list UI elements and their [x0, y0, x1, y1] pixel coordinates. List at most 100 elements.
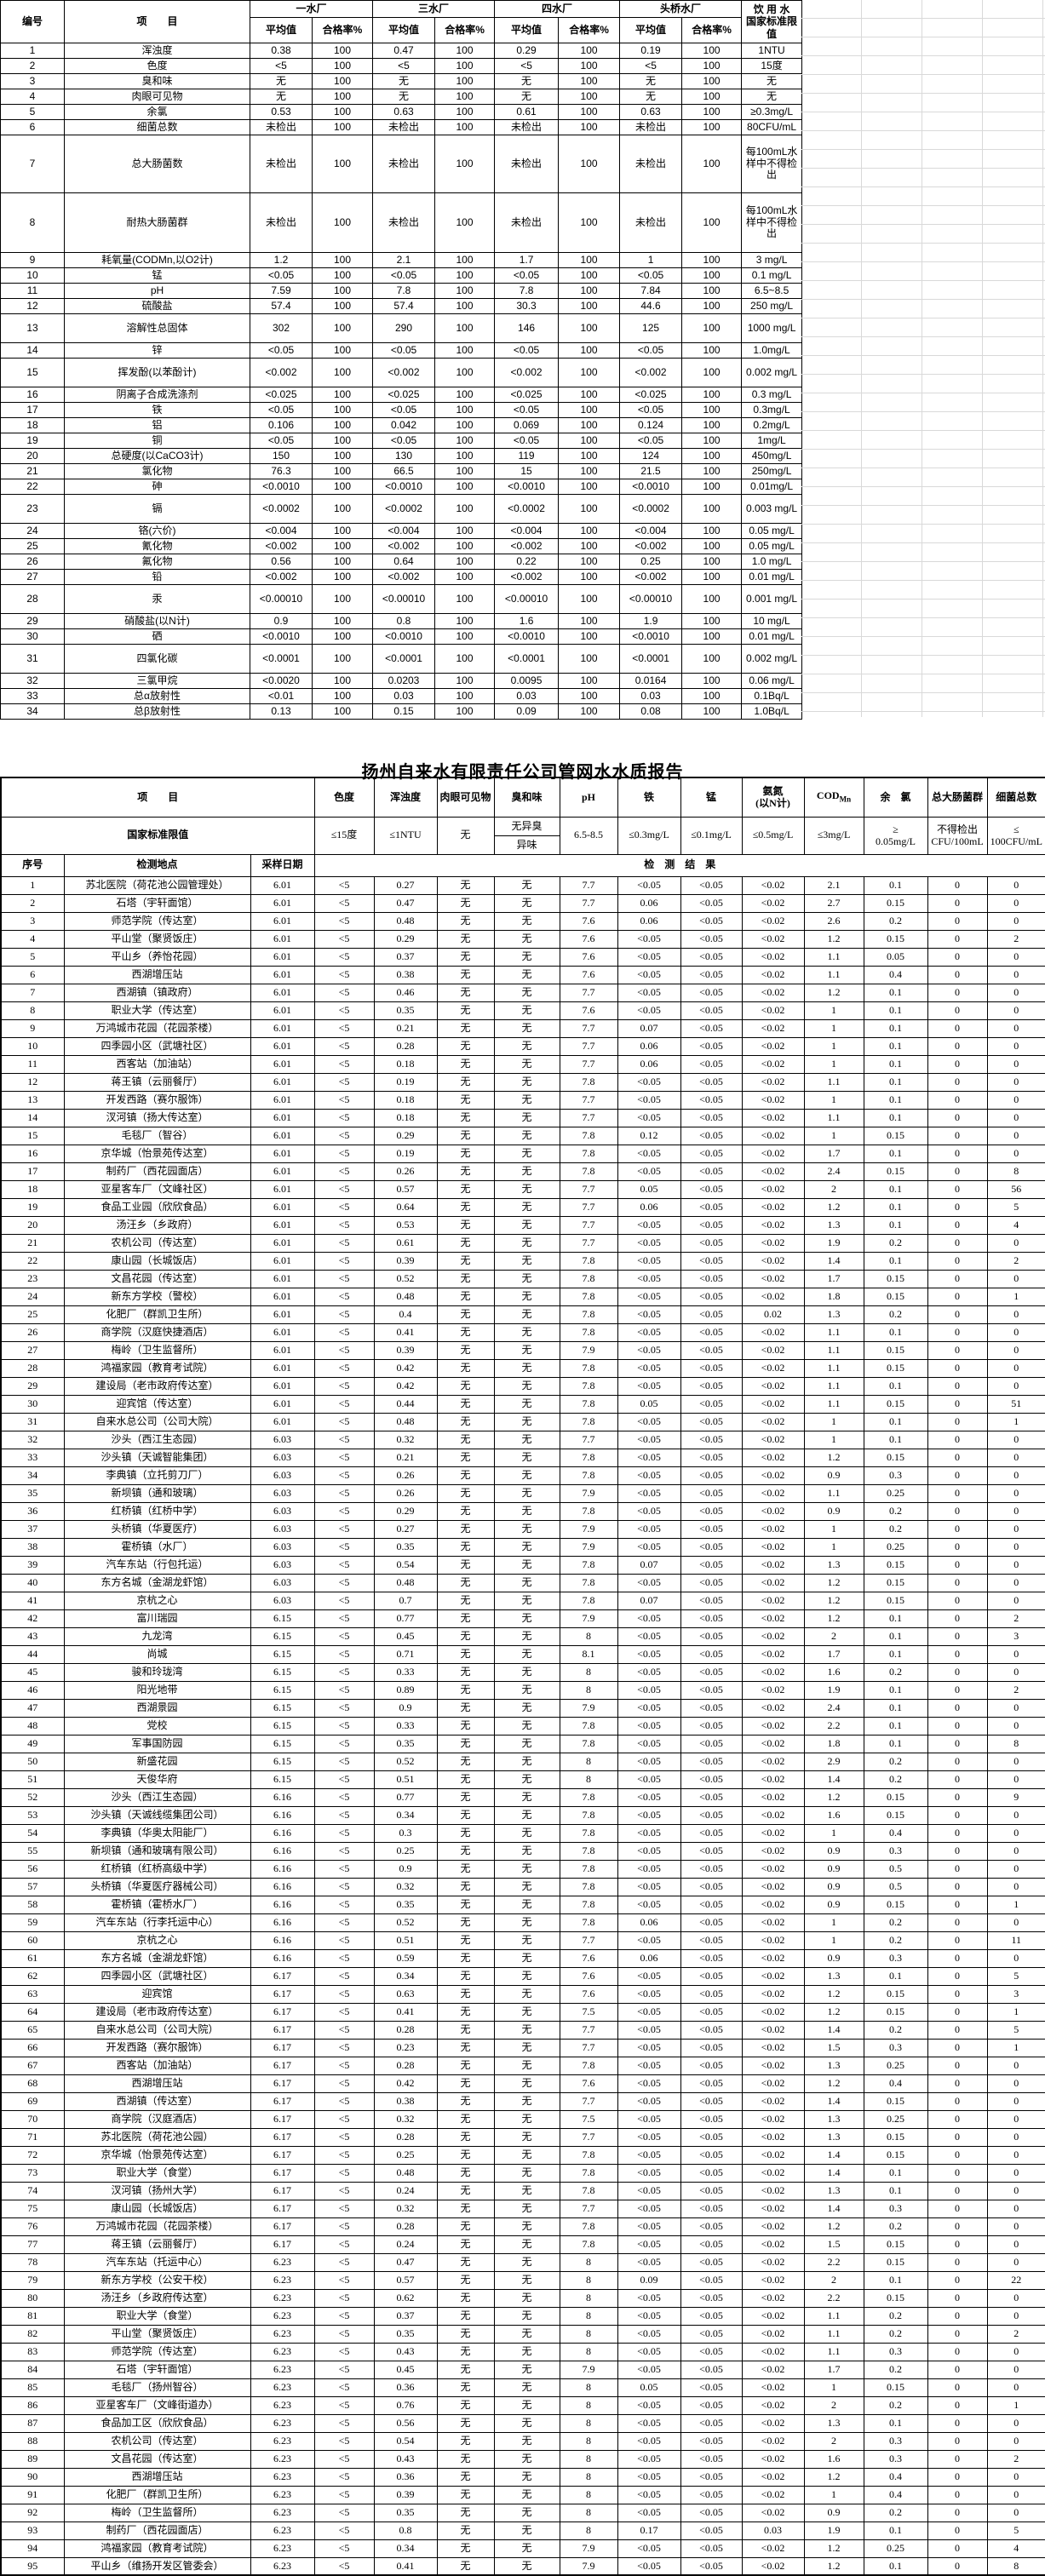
cell: 6.15 — [250, 1644, 315, 1664]
cell: 100 — [558, 538, 621, 554]
cell: 0.15 — [863, 2288, 928, 2308]
cell: 无 — [436, 1752, 495, 1771]
cell: 0.38 — [373, 965, 438, 984]
cell: 125 — [619, 313, 683, 343]
cell: 蒋王镇（云丽餐厅） — [63, 1072, 251, 1092]
cell: 无 — [436, 2288, 495, 2308]
cell: 0.39 — [373, 1340, 438, 1360]
cell: 6.01 — [250, 1072, 315, 1092]
col-header-avg: 平均值 — [250, 17, 313, 43]
cell: <0.0010 — [619, 628, 683, 645]
cell: 6.01 — [250, 947, 315, 967]
cell: 无 — [493, 2449, 560, 2469]
cell: <0.05 — [617, 1823, 681, 1843]
cell: 0 — [927, 1144, 988, 1163]
cell: 88 — [0, 2431, 65, 2451]
cell: 0.1 — [863, 1001, 928, 1020]
cell: <0.02 — [741, 875, 805, 895]
cell: <0.05 — [680, 1680, 743, 1700]
cell: 100 — [434, 119, 496, 135]
cell: 0.3 — [863, 2199, 928, 2218]
cell: 0.24 — [373, 2235, 438, 2254]
cell: 0.05 — [617, 1394, 681, 1414]
cell: 8 — [559, 2252, 618, 2272]
cell: 8 — [559, 1662, 618, 1682]
cell: 0 — [927, 1823, 988, 1843]
cell: 44 — [0, 1644, 65, 1664]
cell: <0.02 — [741, 1501, 805, 1521]
cell: 无 — [493, 1162, 560, 1181]
cell: 6.17 — [250, 2109, 315, 2129]
cell: 0 — [927, 1841, 988, 1861]
cell: 17 — [0, 1162, 65, 1181]
cell: 无 — [436, 1948, 495, 1968]
cell: <5 — [313, 1895, 375, 1914]
cell: <5 — [313, 2127, 375, 2147]
cell: 0 — [986, 1108, 1045, 1127]
cell: 0.71 — [373, 1644, 438, 1664]
cell: 0.47 — [373, 2252, 438, 2272]
cell: 1000 mg/L — [741, 313, 803, 343]
cell: 0 — [986, 1644, 1045, 1664]
cell: <0.05 — [680, 2324, 743, 2344]
cell: 150 — [250, 448, 313, 464]
cell: 0 — [927, 1537, 988, 1557]
cell: <0.05 — [680, 1662, 743, 1682]
cell: 0 — [927, 2485, 988, 2504]
cell: 30 — [0, 1394, 65, 1414]
cell: 290 — [372, 313, 436, 343]
cell: 无 — [493, 1519, 560, 1539]
cell: 0.26 — [373, 1466, 438, 1485]
net-header-odor: 臭和味 — [493, 777, 560, 818]
cell: 无 — [436, 1537, 495, 1557]
cell: 开发西路（赛尔服饰） — [63, 2038, 251, 2057]
table-row: 79 新东方学校（公安干校） 6.23 <5 0.57 无无 8 0.09 <0.05 <0.02… — [0, 2270, 1045, 2290]
cell: 6.15 — [250, 1680, 315, 1700]
cell: 1.1 — [803, 1483, 864, 1503]
cell: 亚星客车厂（文峰社区） — [63, 1179, 251, 1199]
cell: 100 — [558, 584, 621, 614]
cell: 0 — [927, 2038, 988, 2057]
cell: 未检出 — [619, 135, 683, 193]
cell: 7.8 — [494, 283, 560, 299]
cell: 万鸿城市花园（花园茶楼） — [63, 2217, 251, 2236]
cell: 0.32 — [373, 2109, 438, 2129]
cell: <5 — [313, 1501, 375, 1521]
cell: 无 — [436, 1859, 495, 1879]
cell: 100 — [558, 417, 621, 433]
cell: 康山园（长城饭店） — [63, 1251, 251, 1271]
cell: <5 — [250, 58, 313, 74]
cell: 0.61 — [373, 1233, 438, 1253]
cell: 无 — [493, 1752, 560, 1771]
cell: 3 — [986, 1626, 1045, 1646]
cell: 0.0203 — [372, 673, 436, 689]
cell: 蒋王镇（云丽餐厅） — [63, 2235, 251, 2254]
cell: 81 — [0, 2306, 65, 2326]
cell: <5 — [313, 2485, 375, 2504]
cell: 6.15 — [250, 1626, 315, 1646]
cell: 7.7 — [559, 2127, 618, 2147]
net-header-site: 检测地点 — [63, 853, 251, 877]
cell: 6.23 — [250, 2270, 315, 2290]
cell: 0 — [986, 965, 1045, 984]
cell: 100 — [558, 89, 621, 105]
cell: 0.15 — [863, 2252, 928, 2272]
cell: 无 — [493, 947, 560, 967]
cell: 6 — [0, 119, 65, 135]
table-row: 5 余氯 0.53 100 0.63 100 0.61 100 0.63 100 ≥0.3mg/L — [0, 104, 803, 120]
cell: 59 — [0, 1913, 65, 1932]
cell: 食品加工区（欣欣食品） — [63, 2413, 251, 2433]
cell: 无 — [493, 1001, 560, 1020]
cell: 新东方学校（警校） — [63, 1287, 251, 1306]
cell: <0.05 — [617, 1483, 681, 1503]
cell: 0.1 — [863, 1609, 928, 1628]
cell: <5 — [313, 1913, 375, 1932]
cell: 未检出 — [372, 119, 436, 135]
cell: <0.05 — [617, 1162, 681, 1181]
table-row: 75 康山园（长城饭店） 6.17 <5 0.32 无无 7.7 <0.05 <0.05 <0.0… — [0, 2199, 1045, 2218]
cell: 0 — [927, 1197, 988, 1217]
cell: <0.02 — [741, 1877, 805, 1896]
cell: <0.05 — [617, 1984, 681, 2004]
cell: 33 — [0, 1448, 65, 1467]
cell: 0.48 — [373, 911, 438, 931]
